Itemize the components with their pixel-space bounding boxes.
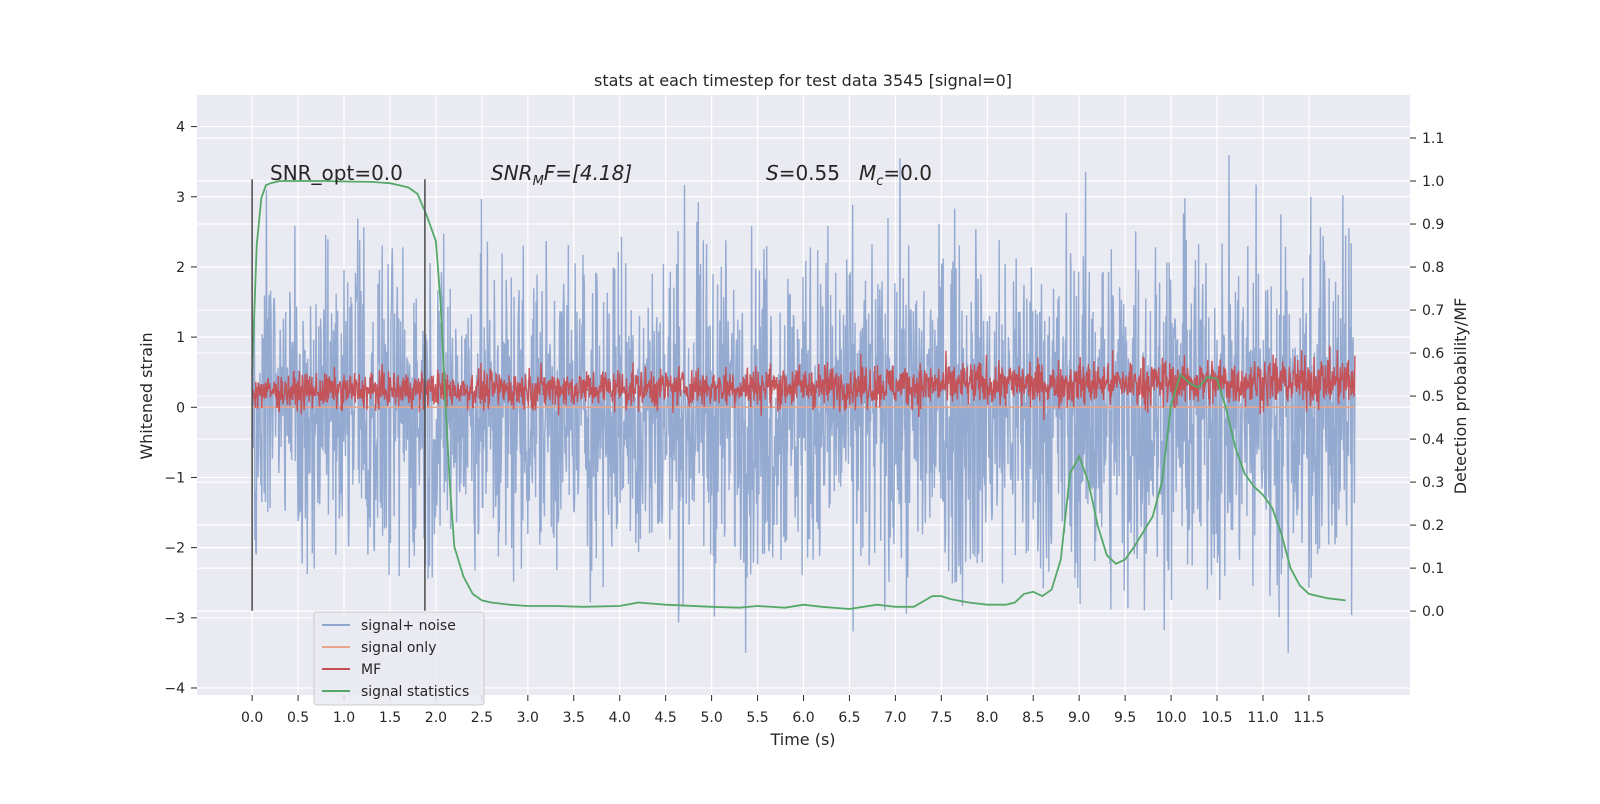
- annotation-mc: Mc=0.0: [859, 161, 932, 189]
- y2-tick-label: 1.0: [1422, 174, 1444, 190]
- y2-tick-label: 0.1: [1422, 561, 1444, 577]
- x-tick-label: 0.0: [241, 710, 263, 726]
- y-tick-label: 1: [176, 330, 185, 346]
- y-tick-label: −1: [164, 470, 185, 486]
- legend-box: [313, 611, 485, 706]
- y2-tick-label: 1.1: [1422, 131, 1444, 147]
- y2-tick-label: 0.9: [1422, 217, 1444, 233]
- y2-tick-label: 0.0: [1422, 604, 1444, 620]
- y-tick-label: 3: [176, 190, 185, 206]
- annotation-snr-mf: SNRMF=[4.18]: [491, 161, 632, 189]
- x-tick-label: 5.5: [746, 710, 768, 726]
- x-tick-label: 3.0: [517, 710, 539, 726]
- x-tick-label: 9.5: [1114, 710, 1136, 726]
- annotation-snr-opt: SNR_opt=0.0: [270, 161, 403, 185]
- legend-entry: signal statistics: [361, 684, 469, 700]
- x-tick-label: 11.5: [1293, 710, 1324, 726]
- annotation-s: S=0.55: [766, 161, 840, 185]
- y-axis-ticks: −4 −3 −2 −1 0 1 2 3 4: [164, 120, 197, 697]
- vertical-markers: [251, 179, 426, 611]
- y-tick-label: 2: [176, 260, 185, 276]
- series-mf: [251, 345, 1356, 421]
- y2-tick-label: 0.7: [1422, 303, 1444, 319]
- y-axis-label: Whitened strain: [137, 332, 156, 459]
- x-tick-label: 8.0: [976, 710, 998, 726]
- x-tick-label: 2.5: [471, 710, 493, 726]
- data-layer: [251, 155, 1356, 653]
- y-tick-label: 4: [176, 120, 185, 136]
- x-tick-label: 8.5: [1022, 710, 1044, 726]
- x-tick-label: 4.0: [609, 710, 631, 726]
- y2-tick-label: 0.2: [1422, 518, 1444, 534]
- x-tick-label: 7.5: [930, 710, 952, 726]
- x-tick-label: 0.5: [287, 710, 309, 726]
- x-axis-ticks: 0.0 0.5 1.0 1.5 2.0 2.5 3.0 3.5 4.0 4.5 5.0 5.5 6.0 6…: [241, 695, 1325, 726]
- legend-entry: MF: [361, 662, 381, 678]
- series-signal-noise: [251, 155, 1356, 653]
- x-axis-label: Time (s): [769, 730, 835, 749]
- y2-tick-label: 0.8: [1422, 260, 1444, 276]
- x-tick-label: 1.5: [379, 710, 401, 726]
- y2-axis-ticks: 0.0 0.1 0.2 0.3 0.4 0.5 0.6 0.7 0.8 0.9 1.0 1.1: [1410, 131, 1444, 620]
- x-tick-label: 2.0: [425, 710, 447, 726]
- y2-axis-label: Detection probability/MF: [1451, 298, 1470, 495]
- y2-tick-label: 0.4: [1422, 432, 1444, 448]
- y2-tick-label: 0.5: [1422, 389, 1444, 405]
- x-tick-label: 5.0: [700, 710, 722, 726]
- y-tick-label: −3: [164, 611, 185, 627]
- series-signal-statistics: [251, 180, 1346, 610]
- x-tick-label: 11.0: [1247, 710, 1278, 726]
- x-tick-label: 7.0: [884, 710, 906, 726]
- legend: signal+ noise signal only MF signal statist…: [313, 611, 485, 706]
- legend-entry: signal+ noise: [361, 618, 456, 634]
- y-tick-label: −2: [164, 541, 185, 557]
- legend-entry: signal only: [361, 640, 436, 656]
- x-tick-label: 10.5: [1201, 710, 1232, 726]
- x-tick-label: 4.5: [655, 710, 677, 726]
- x-tick-label: 1.0: [333, 710, 355, 726]
- x-tick-label: 9.0: [1068, 710, 1090, 726]
- x-tick-label: 6.0: [792, 710, 814, 726]
- chart-title: stats at each timestep for test data 354…: [594, 71, 1012, 90]
- y-tick-label: 0: [176, 400, 185, 416]
- y2-tick-label: 0.3: [1422, 475, 1444, 491]
- x-tick-label: 10.0: [1155, 710, 1186, 726]
- x-tick-label: 3.5: [563, 710, 585, 726]
- y2-tick-label: 0.6: [1422, 346, 1444, 362]
- x-tick-label: 6.5: [838, 710, 860, 726]
- y-tick-label: −4: [164, 681, 185, 697]
